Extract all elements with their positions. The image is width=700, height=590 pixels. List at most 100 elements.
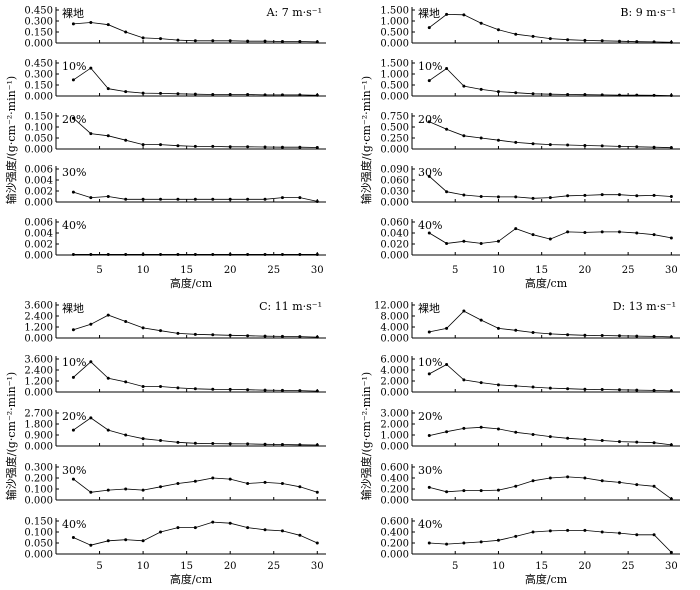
data-point [652, 193, 656, 197]
x-tick-label: 5 [96, 561, 102, 572]
data-point [496, 538, 500, 542]
data-point [600, 93, 604, 97]
y-tick-label: 0.000 [380, 496, 409, 507]
data-point [496, 90, 500, 94]
data-point [479, 136, 483, 140]
data-point [566, 38, 570, 42]
data-point [479, 21, 483, 25]
data-point [106, 87, 110, 91]
subplot-label: 30% [418, 166, 442, 179]
data-point [600, 193, 604, 197]
data-point [669, 389, 673, 393]
series-line [73, 67, 318, 96]
data-point [298, 93, 302, 97]
data-point [617, 93, 621, 97]
data-point [263, 480, 267, 484]
data-point [176, 526, 180, 530]
data-point [193, 252, 197, 256]
data-point [141, 91, 145, 95]
data-point [514, 384, 518, 388]
data-point [298, 252, 302, 256]
y-tick-label: 0.200 [380, 539, 409, 550]
data-point [176, 386, 180, 390]
x-tick-label: 10 [137, 265, 150, 276]
data-point [106, 134, 110, 138]
x-tick-label: 25 [267, 561, 280, 572]
data-point [669, 146, 673, 150]
data-point [71, 428, 75, 432]
data-point [263, 197, 267, 201]
data-point [315, 443, 319, 447]
data-point [89, 66, 93, 70]
data-point [315, 40, 319, 44]
data-point [246, 482, 250, 485]
data-point [427, 174, 431, 178]
data-point [193, 197, 197, 201]
data-point [566, 143, 570, 147]
data-point [531, 530, 535, 534]
data-point [280, 40, 284, 44]
data-point [600, 388, 604, 392]
data-point [445, 430, 449, 434]
y-tick-label: 0.500 [380, 81, 409, 92]
y-tick-label: 0.000 [24, 39, 53, 50]
x-tick-label: 5 [96, 265, 102, 276]
data-point [228, 521, 232, 525]
x-tick-label: 30 [311, 265, 324, 276]
data-point [496, 383, 500, 387]
y-tick-label: 2.000 [380, 420, 409, 431]
chart-panel-d: D: 13 m·s⁻¹输沙强度/(g·cm⁻²·min⁻¹)0.0004.000… [359, 300, 680, 586]
data-point [228, 197, 232, 201]
y-tick-label: 0.300 [24, 17, 53, 28]
data-point [566, 387, 570, 391]
data-point [583, 193, 587, 197]
data-point [445, 326, 449, 330]
data-point [462, 193, 466, 197]
data-point [141, 539, 145, 543]
series-line [429, 530, 672, 553]
x-tick-label: 5 [452, 561, 458, 572]
data-point [280, 529, 284, 533]
data-point [462, 134, 466, 138]
data-point [298, 145, 302, 149]
series-line [73, 417, 318, 446]
data-point [263, 334, 267, 338]
y-tick-label: 1.000 [380, 17, 409, 28]
chart-panel-a: A: 7 m·s⁻¹输沙强度/(g·cm⁻²·min⁻¹)0.0000.1500… [4, 6, 326, 290]
data-point [263, 388, 267, 392]
data-point [462, 13, 466, 17]
data-point [479, 381, 483, 385]
data-point [89, 20, 93, 24]
data-point [531, 196, 535, 200]
data-point [193, 387, 197, 391]
data-point [211, 442, 215, 446]
y-tick-label: 0.400 [380, 528, 409, 539]
data-point [566, 92, 570, 96]
data-point [159, 329, 163, 333]
y-tick-label: 0.006 [24, 165, 53, 176]
data-point [635, 334, 639, 338]
data-point [280, 196, 284, 200]
x-tick-label: 5 [452, 265, 458, 276]
y-axis-label: 输沙强度/(g·cm⁻²·min⁻¹) [4, 372, 18, 500]
y-tick-label: 4.000 [380, 323, 409, 334]
data-point [496, 138, 500, 142]
data-point [583, 437, 587, 441]
data-point [462, 489, 466, 493]
data-point [566, 230, 570, 234]
y-tick-label: 0.000 [24, 442, 53, 453]
data-point [263, 528, 267, 532]
data-point [71, 190, 75, 194]
data-point [106, 428, 110, 432]
y-tick-label: 3.000 [380, 409, 409, 420]
series-line [73, 22, 318, 43]
x-tick-label: 20 [579, 561, 592, 572]
x-tick-label: 15 [535, 265, 548, 276]
